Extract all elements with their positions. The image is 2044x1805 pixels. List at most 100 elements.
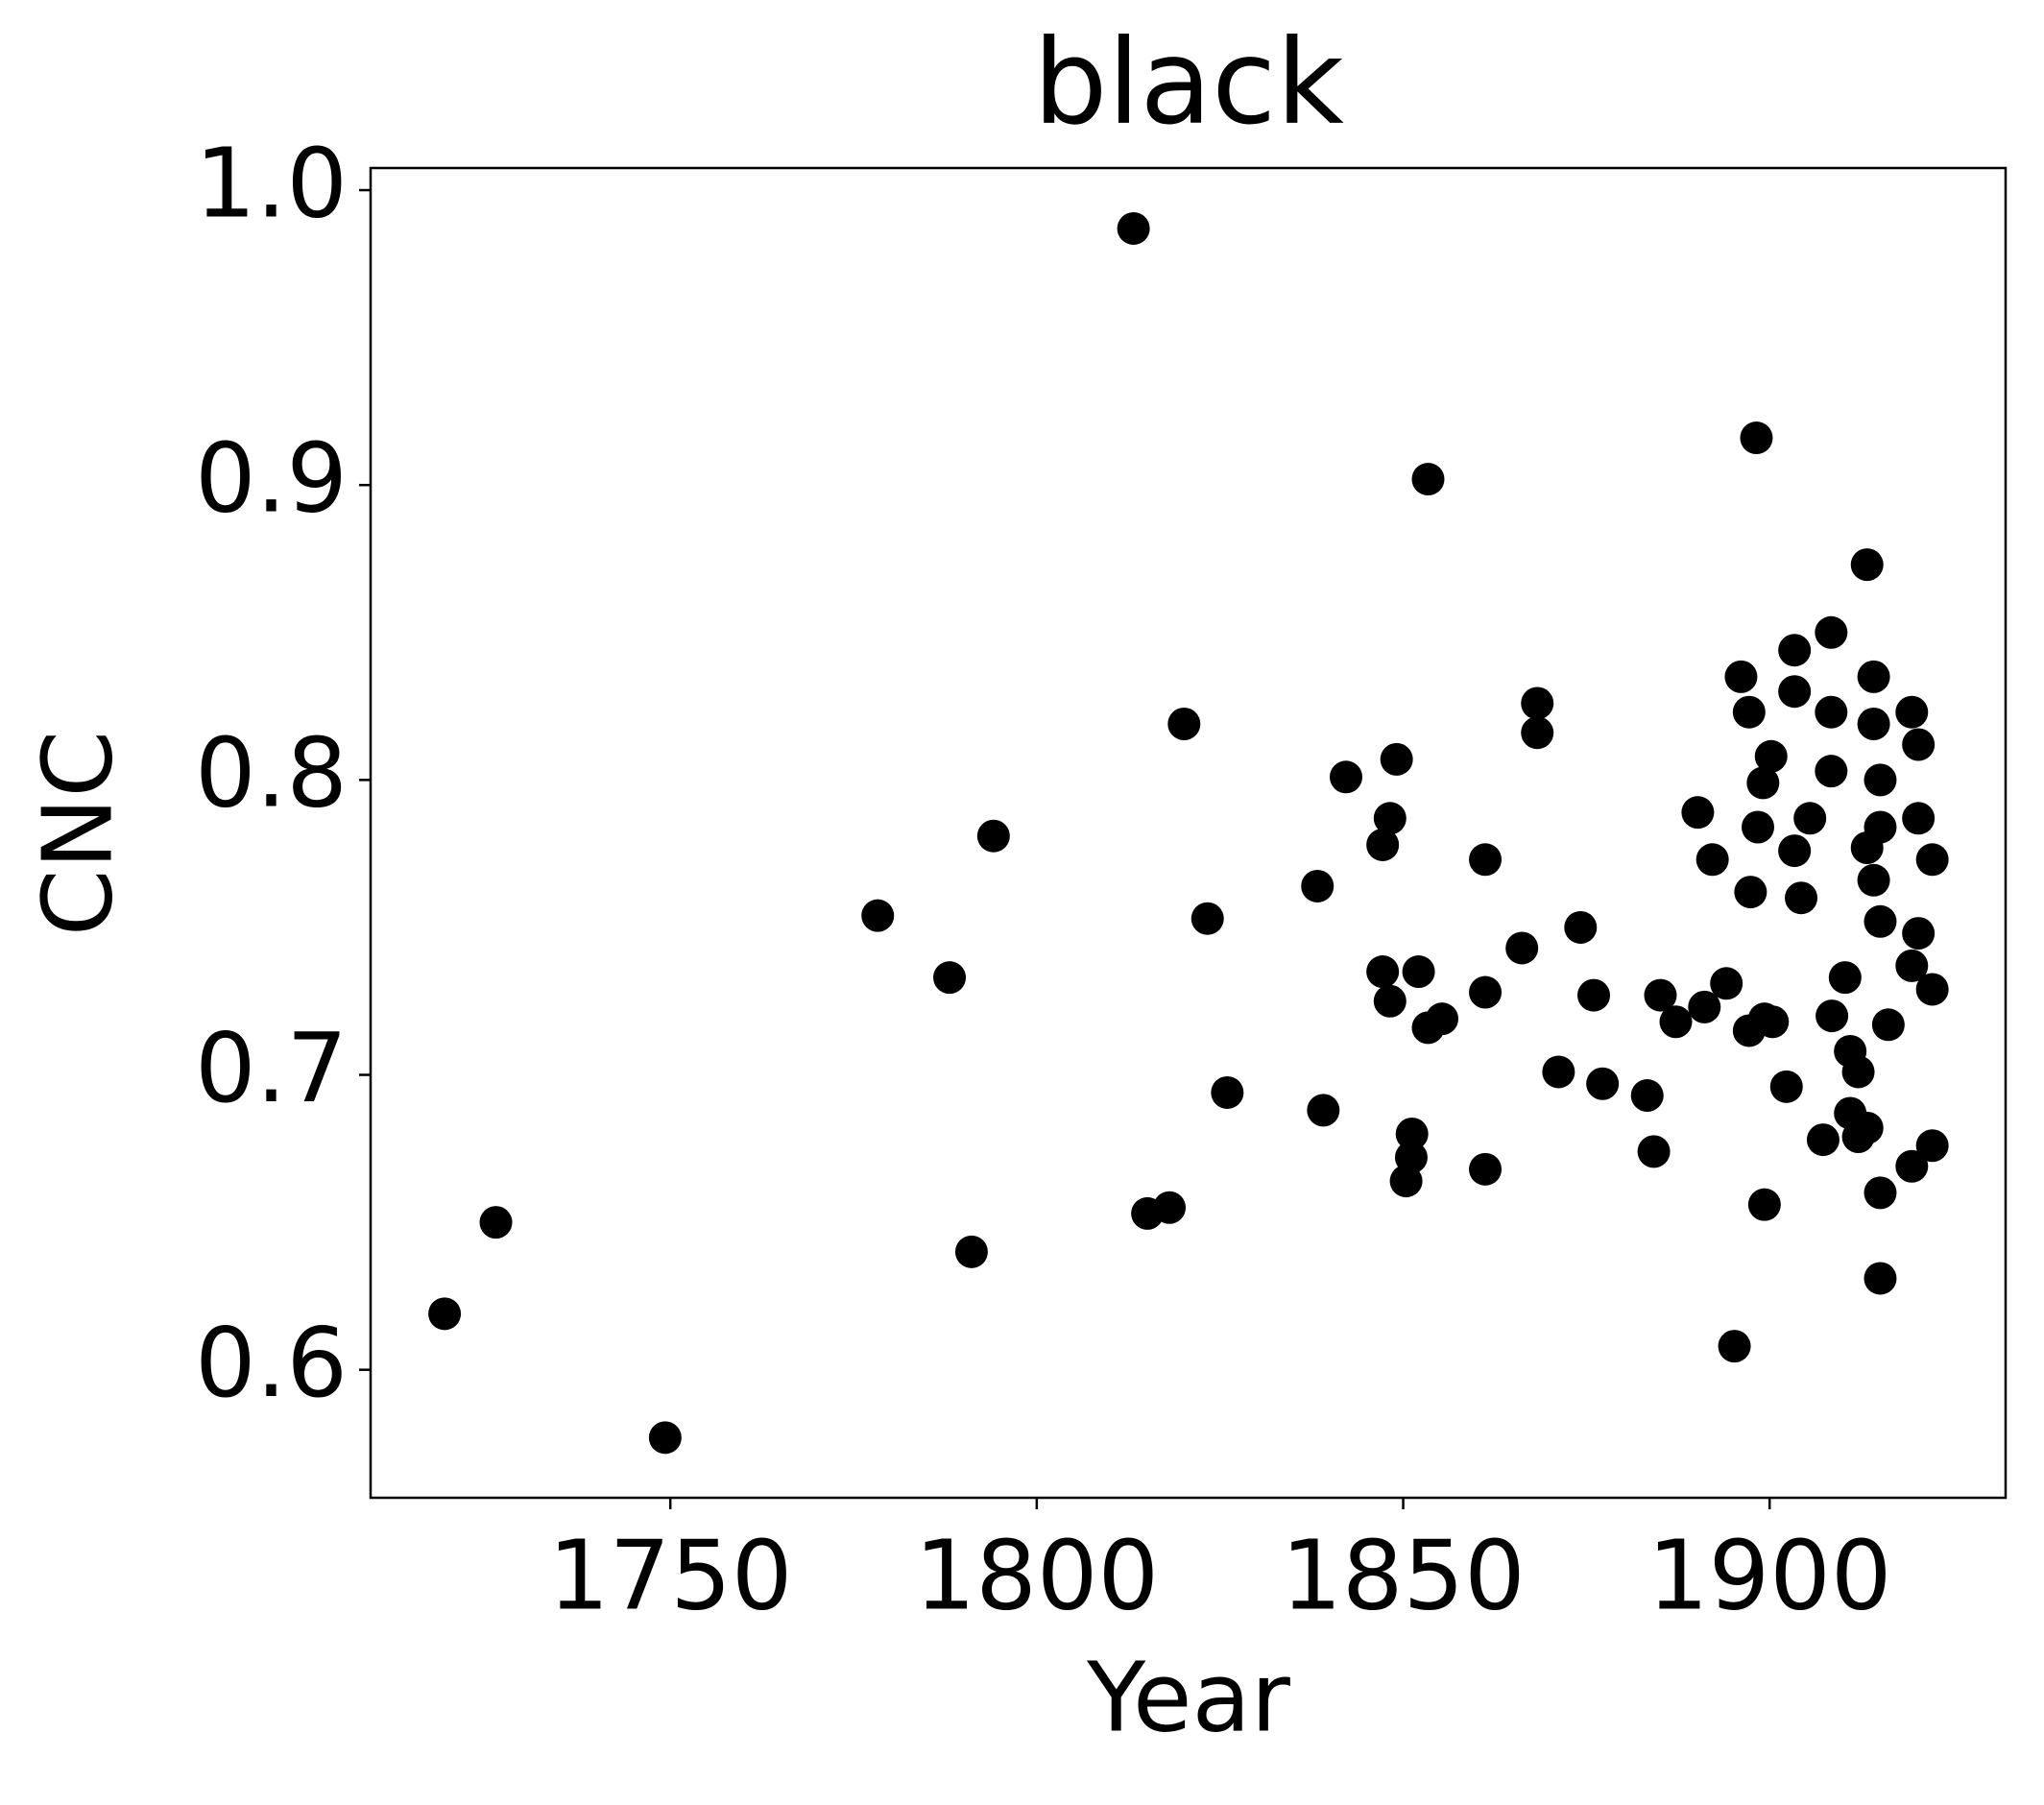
point [1521,716,1554,750]
point [1806,1123,1840,1157]
point [1542,1055,1575,1089]
point [1425,1002,1458,1036]
point [1469,1152,1503,1186]
chart-title: black [1033,14,1344,151]
point [1841,1055,1875,1089]
point [1902,917,1936,951]
point [1793,802,1827,835]
point [1695,843,1729,877]
point [1586,1067,1620,1100]
point [1785,881,1818,915]
point [1380,742,1413,776]
point [1778,834,1812,868]
point [1741,810,1774,844]
point [428,1297,462,1331]
point [1307,1094,1340,1127]
point [1402,955,1435,989]
point [1564,910,1598,944]
point [1871,1008,1905,1042]
y-tick-label: 0.8 [195,717,348,830]
point [1659,1005,1693,1039]
point [1778,634,1812,667]
point [1902,728,1936,761]
point [1915,843,1949,877]
y-tick-label: 0.6 [195,1307,348,1419]
point [1864,904,1897,938]
point [1373,984,1407,1018]
point [1211,1075,1244,1109]
point [1816,999,1849,1033]
point [1815,615,1848,649]
point [1915,973,1949,1006]
point [1505,931,1539,965]
point [648,1421,682,1455]
plot-frame [369,166,2008,1500]
point [1329,760,1362,794]
x-tick-label: 1900 [1647,1519,1892,1631]
point [479,1206,513,1239]
point [1864,763,1897,797]
point [1167,708,1201,741]
point [1895,949,1929,982]
y-tick-label: 0.9 [195,422,348,535]
point [1681,796,1715,830]
point [1850,548,1884,582]
point [1895,1149,1929,1183]
point [954,1235,988,1268]
point [1153,1191,1187,1224]
point [1915,1129,1949,1163]
point [1724,660,1758,693]
point [1469,975,1503,1009]
point [1815,695,1848,729]
point [1644,978,1677,1012]
point [1411,463,1445,496]
point [1754,739,1788,773]
point [976,819,1010,853]
point [1630,1079,1664,1113]
point [1747,1188,1781,1221]
x-axis-label: Year [1086,1641,1291,1753]
y-tick-label: 1.0 [195,127,348,239]
point [1828,961,1862,995]
point [1746,766,1780,800]
point [1190,902,1224,935]
point [1864,1176,1897,1210]
point [1902,802,1936,835]
point [1688,990,1721,1023]
point [1373,802,1407,835]
x-tick-label: 1850 [1281,1519,1526,1631]
point [1756,1005,1790,1039]
point [1740,421,1773,455]
point [1857,863,1890,897]
point [1394,1141,1428,1174]
y-tick-label: 0.7 [195,1012,348,1124]
point [1637,1135,1671,1168]
point [1864,1262,1897,1295]
x-tick-label: 1750 [548,1519,793,1631]
point [1469,843,1503,877]
y-axis-label: CNC [21,731,133,936]
point [1710,967,1743,1000]
point [1577,978,1611,1012]
point [1778,675,1812,709]
point [1857,660,1890,693]
point [1117,211,1150,245]
point [1366,955,1400,989]
point [1734,876,1767,909]
point [1366,828,1400,861]
point [1301,869,1335,902]
point [1395,1117,1429,1150]
point [1857,708,1890,741]
x-tick-label: 1800 [915,1519,1160,1631]
point [1769,1070,1803,1103]
point [1815,755,1848,788]
point [1895,695,1929,729]
point [1850,1111,1884,1144]
point [1732,695,1766,729]
point [861,899,895,932]
point [1521,686,1554,720]
point [1864,810,1897,844]
point [933,961,967,995]
